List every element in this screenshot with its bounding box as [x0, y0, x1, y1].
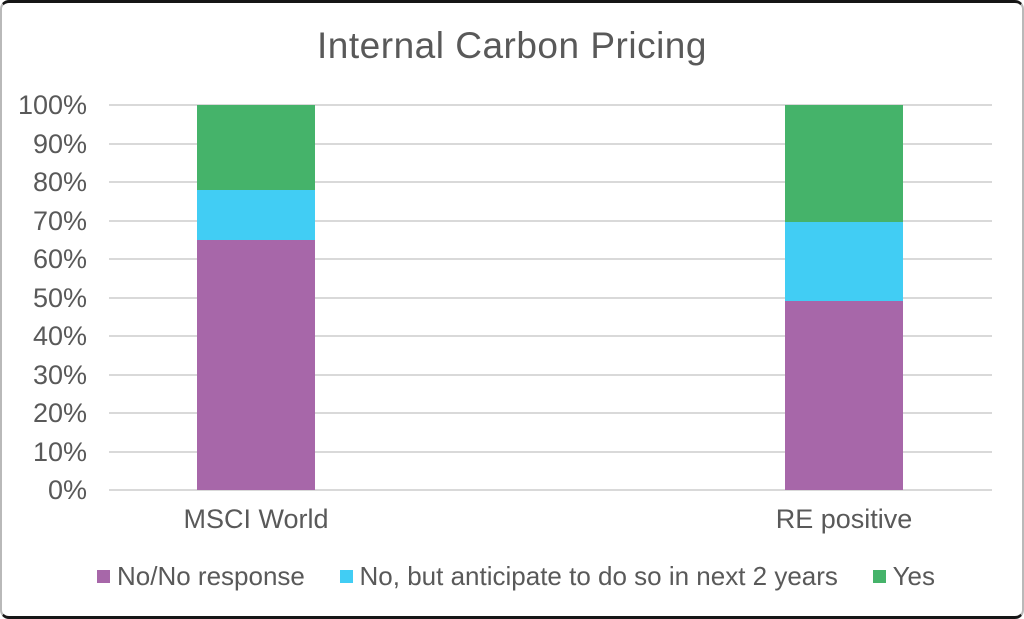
- gridline-60%: [109, 258, 992, 260]
- gridline-70%: [109, 219, 992, 222]
- bar-segment: [785, 301, 903, 490]
- legend-item: No, but anticipate to do so in next 2 ye…: [339, 561, 838, 591]
- bar-segment: [197, 105, 315, 190]
- y-axis-tick-label: 60%: [32, 244, 87, 274]
- y-axis-tick-label: 80%: [32, 167, 87, 197]
- y-axis-tick-label: 90%: [32, 128, 87, 159]
- gridline-80%: [109, 181, 992, 183]
- bar-segment: [197, 189, 315, 240]
- y-axis-tick-label: 70%: [32, 205, 87, 236]
- y-axis-tick-label: 20%: [32, 398, 87, 428]
- chart-title: Internal Carbon Pricing: [317, 25, 707, 66]
- gridline-10%: [109, 450, 992, 453]
- legend-label: No, but anticipate to do so in next 2 ye…: [359, 561, 838, 591]
- bar-segment: [197, 239, 315, 490]
- gridline-0%: [109, 489, 992, 491]
- plot-area: [109, 104, 992, 491]
- legend-item: No/No response: [97, 561, 305, 591]
- y-axis-tick-label: 30%: [32, 359, 87, 390]
- y-axis-tick-label: 50%: [32, 282, 87, 313]
- legend-swatch-icon: [339, 569, 353, 583]
- legend: No/No response No, but anticipate to do s…: [97, 561, 935, 591]
- y-axis-tick-label: 40%: [32, 321, 87, 351]
- y-axis-tick-label: 10%: [32, 436, 87, 467]
- gridline-20%: [109, 412, 992, 414]
- legend-label: Yes: [892, 561, 935, 591]
- legend-item: Yes: [872, 561, 935, 591]
- y-axis-tick-label: 0%: [47, 475, 87, 505]
- stacked-bar-re-positive: [785, 105, 903, 490]
- legend-swatch-icon: [97, 569, 110, 583]
- x-axis-category-label: RE positive: [775, 504, 913, 534]
- x-axis-category-label: MSCI World: [183, 504, 329, 534]
- bar-segment: [785, 222, 903, 302]
- chart-canvas: Internal Carbon Pricing 0% 10% 20% 30% 40% 50…: [2, 3, 1022, 616]
- bar-segment: [785, 105, 903, 223]
- stacked-bar-msci-world: [197, 105, 315, 490]
- gridline-100%: [109, 104, 992, 106]
- gridline-30%: [109, 373, 992, 376]
- legend-label: No/No response: [117, 561, 305, 591]
- legend-swatch-icon: [872, 569, 886, 583]
- y-axis-tick-label: 100%: [17, 90, 87, 120]
- gridline-90%: [109, 142, 992, 145]
- gridline-40%: [109, 335, 992, 337]
- gridline-50%: [109, 296, 992, 299]
